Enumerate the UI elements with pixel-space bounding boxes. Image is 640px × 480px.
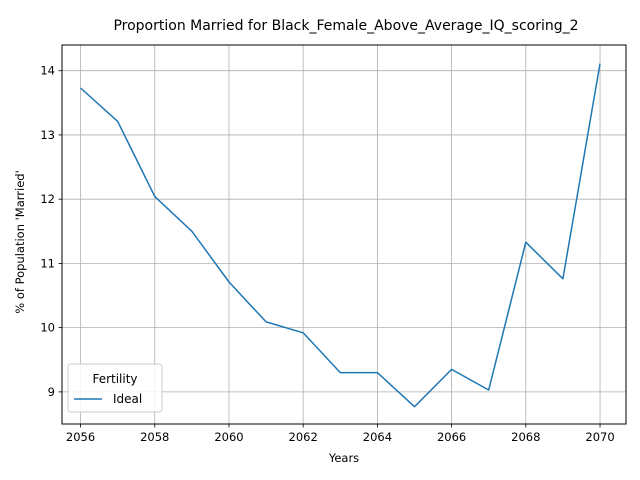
x-tick-label: 2058 [140, 430, 169, 444]
y-tick-label: 10 [40, 321, 55, 335]
x-axis-label: Years [328, 451, 359, 465]
y-tick-label: 11 [40, 256, 55, 270]
legend-title: Fertility [92, 372, 137, 386]
chart-title: Proportion Married for Black_Female_Abov… [113, 18, 578, 34]
y-tick-label: 14 [40, 64, 55, 78]
x-tick-label: 2064 [363, 430, 392, 444]
x-axis: 2056 2058 2060 2062 2064 2066 2068 2070 [66, 424, 615, 444]
y-axis: 9 10 11 12 13 14 [40, 64, 62, 399]
x-tick-label: 2068 [511, 430, 540, 444]
x-tick-label: 2062 [289, 430, 318, 444]
x-tick-label: 2060 [214, 430, 243, 444]
series-line-ideal [81, 64, 600, 407]
legend-label-ideal: Ideal [113, 392, 142, 406]
y-tick-label: 13 [40, 128, 55, 142]
x-tick-label: 2066 [437, 430, 466, 444]
x-tick-label: 2070 [585, 430, 614, 444]
legend: Fertility Ideal [68, 364, 162, 412]
y-tick-label: 9 [48, 385, 55, 399]
series-layer [81, 64, 600, 407]
x-tick-label: 2056 [66, 430, 95, 444]
y-tick-label: 12 [40, 192, 55, 206]
y-axis-label: % of Population 'Married' [13, 170, 27, 314]
